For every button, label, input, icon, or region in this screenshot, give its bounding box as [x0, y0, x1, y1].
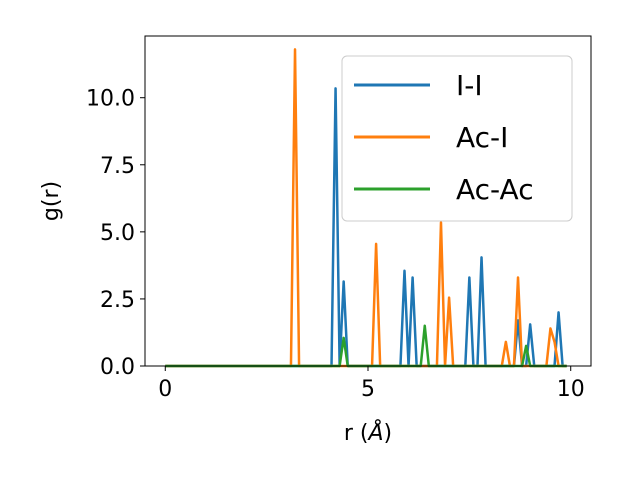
- series-line-i-i: [165, 87, 567, 368]
- y-axis-label: g(r): [39, 181, 64, 221]
- legend: I-I Ac-I Ac-Ac: [341, 55, 573, 222]
- y-tick-label: 7.5: [100, 154, 135, 179]
- y-tick-label: 10.0: [86, 87, 135, 112]
- plot-frame: [144, 35, 592, 367]
- series-line-ac-ac: [165, 324, 567, 368]
- x-axis-label: r (Å): [344, 419, 392, 446]
- x-axis-unit: Å: [366, 419, 383, 446]
- legend-label-i-i: I-I: [456, 69, 483, 102]
- legend-frame: [341, 55, 573, 222]
- legend-label-ac-i: Ac-I: [456, 121, 508, 154]
- ticks-layer: 0 5 10 0.0 2.5 5.0 7.5 10.0: [86, 87, 585, 402]
- y-tick-label: 5.0: [100, 221, 135, 246]
- legend-label-ac-ac: Ac-Ac: [456, 173, 534, 206]
- y-tick-label: 2.5: [100, 288, 135, 313]
- x-tick-label: 5: [361, 377, 375, 402]
- x-tick-label: 0: [158, 377, 172, 402]
- y-tick-label: 0.0: [100, 355, 135, 380]
- x-tick-label: 10: [557, 377, 585, 402]
